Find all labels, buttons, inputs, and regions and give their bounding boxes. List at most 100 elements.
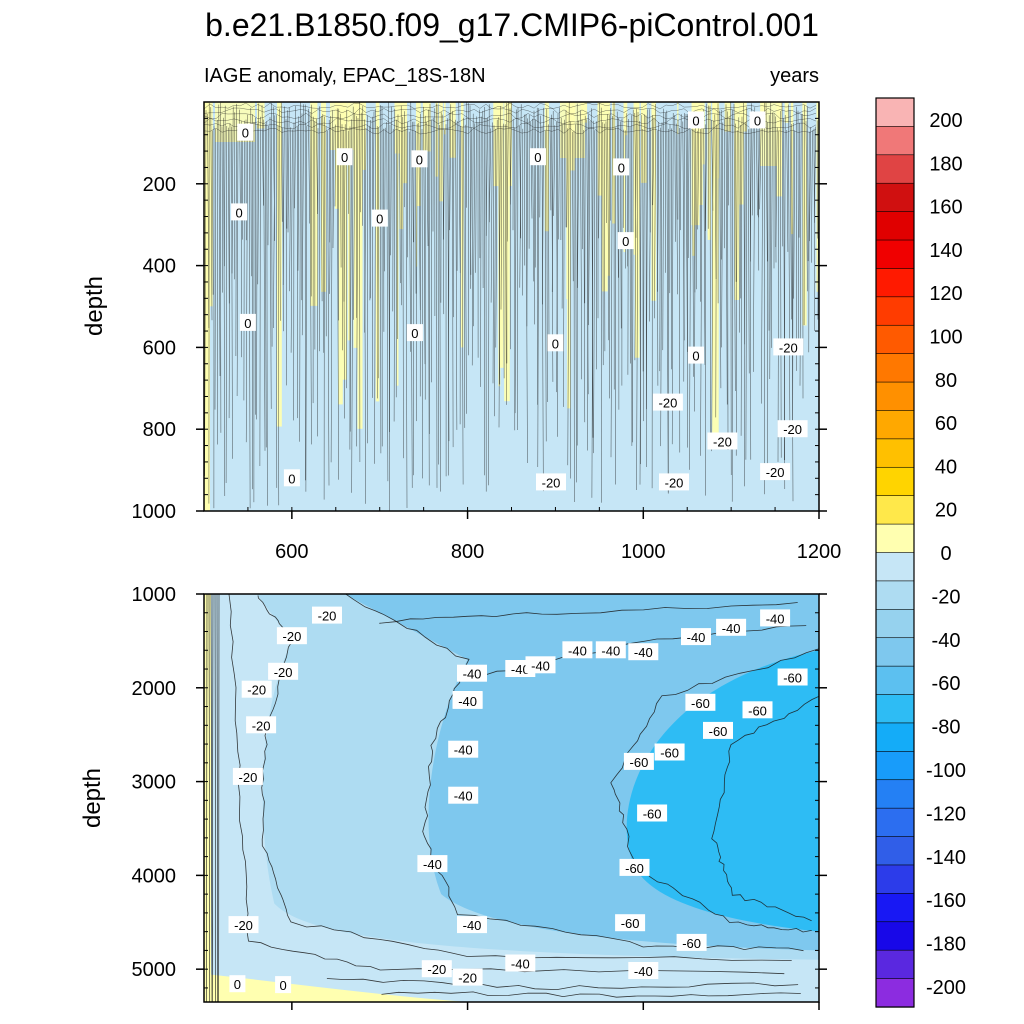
contour-label-box (536, 473, 566, 491)
contour-label: -40 (681, 628, 711, 646)
contour-label-box (268, 662, 299, 680)
positive-anomaly-streak (623, 102, 626, 253)
contour-label-box (452, 968, 483, 986)
contour-label-text: -60 (630, 755, 649, 770)
colorbar-swatch (875, 324, 915, 355)
positive-anomaly-streak (347, 102, 351, 341)
subtitle-left: IAGE anomaly, EPAC_18S-18N (204, 65, 486, 87)
contour-label-box (628, 643, 659, 661)
contour-label: 0 (688, 346, 704, 364)
contour-label: 0 (336, 148, 353, 166)
positive-anomaly-streak (698, 102, 703, 205)
colorbar-swatch (875, 665, 915, 696)
contour-label: -40 (628, 962, 659, 979)
positive-anomaly-streak (651, 102, 657, 301)
colorbar-label: 140 (929, 240, 962, 262)
contour-label: -20 (707, 432, 738, 450)
contour-label-text: -20 (665, 475, 684, 490)
contour-label: 0 (749, 111, 766, 129)
contour-label-text: 0 (622, 234, 629, 249)
contour-label: -60 (637, 804, 668, 822)
contour-label-text: -20 (779, 340, 798, 355)
colorbar-label: 180 (929, 153, 962, 175)
positive-anomaly-streak (493, 102, 500, 187)
colorbar-swatch (875, 864, 915, 894)
contour-label-text: -60 (621, 916, 640, 931)
contour-label: 0 (688, 111, 704, 129)
contour-label-text: -20 (239, 770, 258, 785)
colorbar-label: 160 (929, 197, 962, 219)
colorbar-swatch (875, 779, 915, 809)
colorbar-label: 0 (940, 543, 951, 565)
upper-panel-contours (204, 102, 819, 511)
contour-label: -40 (760, 609, 791, 627)
contour-label-text: -20 (234, 918, 253, 933)
colorbar-label: -80 (932, 717, 961, 739)
y-tick-label: 2000 (132, 678, 177, 700)
colorbar-swatch (875, 580, 915, 610)
upper-panel-contour-labels: 0 0 0 0 0 0 0 0 0 0 0 0 0 0 0 -20 -20 -20 -20 -20 -20 -20 (231, 111, 808, 491)
colorbar-label: -120 (926, 803, 966, 825)
contour-label-box (452, 691, 483, 709)
contour-label-text: -40 (463, 667, 482, 682)
contour-label-text: -40 (511, 662, 530, 677)
y-tick-label: 5000 (132, 959, 177, 981)
colorbar-label: 20 (935, 500, 957, 522)
positive-anomaly-streak (321, 102, 327, 292)
contour-label: -40 (562, 641, 593, 659)
colorbar-swatch (875, 921, 915, 951)
contour-label-text: 0 (234, 977, 241, 992)
contour-label: -60 (654, 743, 685, 761)
contour-label-box (615, 914, 646, 932)
contour-label-box (688, 346, 704, 364)
lower-contour-line (228, 594, 785, 975)
y-tick-label: 1000 (132, 584, 177, 606)
y-tick-label: 400 (143, 256, 176, 278)
colorbar-swatch (875, 637, 915, 667)
contour-label: 0 (406, 324, 423, 342)
positive-anomaly-streak (507, 102, 512, 186)
lower-ylabel: depth (79, 768, 106, 828)
contour-label-box (421, 960, 452, 978)
bottom-warm-patch (204, 973, 468, 1002)
contour-label: 0 (617, 232, 634, 250)
contour-label: -40 (505, 954, 536, 972)
contour-label: -20 (452, 968, 483, 986)
colorbar-swatch (875, 410, 915, 440)
contour-label-box (749, 111, 766, 129)
y-tick-label: 600 (143, 337, 176, 359)
colorbar-swatch (875, 182, 915, 213)
lower-contour-line (379, 602, 798, 624)
contour-label-box (617, 232, 634, 250)
contour-label-box (716, 618, 747, 636)
contour-label-text: -40 (634, 964, 653, 979)
lower-contour-line (326, 978, 799, 991)
colorbar-label: -200 (926, 977, 966, 999)
contour-label: 0 (229, 975, 246, 993)
contour-label-text: -60 (660, 746, 679, 761)
contour-label-text: -20 (766, 465, 785, 480)
colorbar-swatch (875, 949, 915, 980)
contour-label-text: -40 (687, 630, 706, 645)
contour-label-text: -40 (766, 611, 785, 626)
contour-label-text: 0 (376, 212, 383, 227)
contour-label: 0 (231, 203, 248, 221)
positive-anomaly-streak (435, 102, 439, 177)
contour-label-box (676, 933, 707, 951)
lower-contour-line (610, 648, 819, 933)
contour-label-text: -40 (531, 658, 550, 673)
colorbar-label: 40 (935, 456, 957, 478)
contour-label-text: -20 (542, 475, 561, 490)
contour-label: -20 (232, 767, 263, 785)
contour-label-box (232, 767, 263, 785)
contour-label: -40 (417, 855, 448, 873)
positive-anomaly-streak (677, 102, 679, 135)
contour-label-box (707, 432, 738, 450)
contour-label: -20 (276, 627, 307, 645)
contour-label-text: -40 (511, 957, 530, 972)
x-tick-label: 1200 (797, 541, 842, 563)
contour-label-box (760, 463, 791, 481)
colorbar-label: -40 (932, 630, 961, 652)
colorbar-frame (875, 97, 915, 1008)
contour-label: -20 (312, 606, 342, 624)
